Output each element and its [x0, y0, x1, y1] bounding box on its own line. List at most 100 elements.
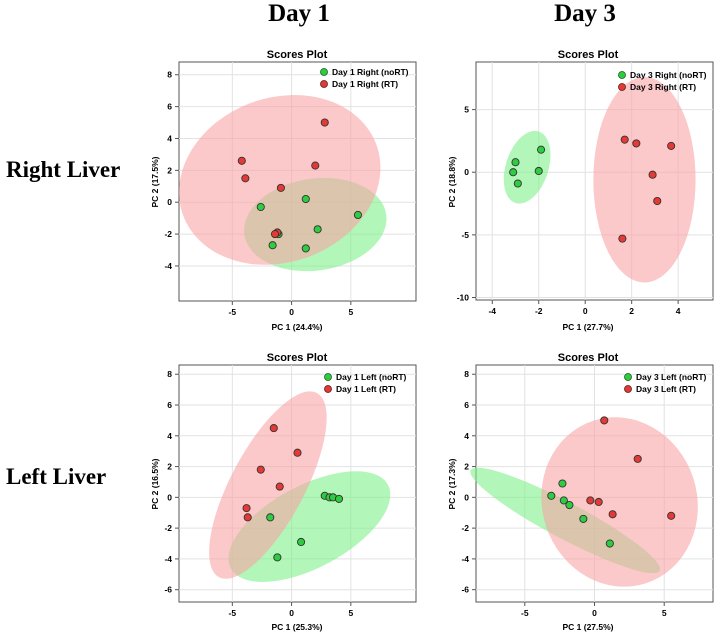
data-point: [270, 230, 280, 239]
confidence-ellipse: [179, 95, 381, 265]
data-point: [301, 194, 310, 204]
legend-marker-RT: [618, 83, 626, 91]
x-axis-label: PC 1 (27.7%): [562, 322, 613, 332]
y-tick-label: 6: [167, 400, 172, 410]
legend-label-noRT: Day 3 Left (noRT): [636, 372, 707, 382]
data-point: [334, 494, 344, 503]
x-tick-label: 2: [629, 306, 634, 316]
data-point: [513, 179, 522, 188]
data-point: [273, 553, 282, 562]
data-point: [293, 448, 302, 457]
data-point: [266, 513, 275, 522]
data-point: [594, 497, 603, 507]
data-point: [311, 161, 320, 170]
data-point: [275, 482, 284, 491]
x-tick-label: 4: [676, 306, 681, 316]
plot-title: Scores Plot: [558, 352, 619, 364]
y-tick-label: -4: [164, 261, 172, 271]
y-tick-label: 0: [464, 167, 469, 177]
data-point: [547, 491, 556, 500]
y-tick-label: 5: [464, 105, 469, 115]
legend-label-noRT: Day 3 Right (noRT): [630, 70, 707, 80]
legend: Day 3 Right (noRT) Day 3 Right (RT): [618, 70, 707, 92]
legend-label-noRT: Day 1 Left (noRT): [336, 372, 407, 382]
legend-marker-noRT: [320, 68, 328, 76]
x-tick-label: -4: [488, 306, 496, 316]
y-tick-label: -2: [164, 523, 172, 533]
scores-plot-day3-left: Scores Plot -5 0 5 -6 -4 -2 0 2 4 6 8 Day 3 Left …: [447, 352, 714, 632]
y-tick-label: 2: [167, 165, 172, 175]
scores-plot-day1-left: Scores Plot -5 0 5 -6 -4 -2 0 2 4 6 8 Day 1 Left …: [150, 352, 417, 632]
legend: Day 1 Right (noRT) Day 1 Right (RT): [320, 67, 409, 89]
legend-label-noRT: Day 1 Right (noRT): [332, 67, 409, 77]
legend-marker-RT: [320, 80, 328, 88]
data-point: [565, 500, 574, 510]
confidence-ellipse: [593, 77, 696, 283]
y-tick-label: 6: [464, 400, 469, 410]
data-point: [297, 537, 306, 547]
y-axis-label: PC 2 (17.3%): [447, 458, 457, 509]
y-tick-label: 2: [167, 462, 172, 472]
plot-title: Scores Plot: [267, 352, 328, 364]
data-point: [653, 196, 662, 206]
y-axis-label: PC 2 (17.5%): [150, 156, 160, 207]
data-point: [620, 135, 629, 144]
x-tick-label: 0: [289, 307, 294, 317]
x-tick-label: -5: [229, 608, 237, 618]
y-tick-label: -2: [461, 523, 469, 533]
data-point: [667, 141, 676, 150]
data-point: [586, 496, 595, 505]
x-tick-label: -5: [521, 608, 529, 618]
legend: Day 1 Left (noRT) Day 1 Left (RT): [324, 372, 407, 394]
data-point: [353, 210, 362, 220]
data-point: [256, 202, 265, 212]
legend-marker-noRT: [618, 71, 626, 79]
data-point: [268, 241, 277, 250]
legend-label-RT: Day 1 Right (RT): [332, 79, 398, 89]
x-tick-label: 0: [583, 306, 588, 316]
legend: Day 3 Left (noRT) Day 3 Left (RT): [624, 372, 707, 394]
data-point: [648, 170, 657, 179]
y-tick-label: -2: [164, 229, 172, 239]
x-tick-label: 0: [289, 608, 294, 618]
data-point: [579, 514, 588, 523]
y-tick-label: 0: [167, 197, 172, 207]
y-tick-label: -6: [461, 585, 469, 595]
x-axis-label: PC 1 (27.5%): [562, 622, 613, 632]
y-tick-label: 0: [464, 492, 469, 502]
data-point: [667, 511, 676, 520]
y-tick-label: 8: [464, 369, 469, 379]
data-point: [511, 158, 520, 167]
y-tick-label: -6: [164, 585, 172, 595]
legend-marker-noRT: [624, 373, 632, 381]
y-tick-label: 8: [167, 369, 172, 379]
data-point: [600, 416, 609, 425]
scores-plot-day1-right: Scores Plot -5 0 5 -4 -2 0 2 4 6 8 Day 1 Right (…: [150, 49, 417, 332]
y-tick-label: -10: [457, 292, 470, 302]
x-tick-label: 0: [592, 608, 597, 618]
y-tick-label: 4: [167, 133, 172, 143]
column-header-day1: Day 1: [268, 0, 330, 27]
data-point: [608, 510, 617, 519]
data-point: [269, 424, 278, 433]
y-tick-label: 4: [167, 431, 172, 441]
legend-marker-RT: [624, 385, 632, 393]
x-tick-label: 5: [348, 307, 353, 317]
y-tick-label: -5: [461, 230, 469, 240]
y-tick-label: 8: [167, 70, 172, 80]
y-tick-label: 4: [464, 431, 469, 441]
y-tick-label: 2: [464, 462, 469, 472]
y-tick-label: -4: [164, 554, 172, 564]
y-tick-label: 0: [167, 492, 172, 502]
y-axis-label: PC 2 (18.8%): [447, 156, 457, 207]
confidence-ellipse: [209, 391, 327, 579]
x-tick-label: -5: [229, 307, 237, 317]
data-point: [242, 504, 251, 513]
legend-label-RT: Day 3 Left (RT): [636, 384, 696, 394]
x-tick-label: 5: [348, 608, 353, 618]
data-point: [633, 454, 642, 463]
data-point: [559, 496, 568, 505]
scores-plot-day3-right: Scores Plot -4 -2 0 2 4 -10 -5 0 5 Day 3 Right …: [447, 49, 714, 332]
plot-title: Scores Plot: [558, 49, 619, 61]
data-point: [605, 539, 614, 548]
